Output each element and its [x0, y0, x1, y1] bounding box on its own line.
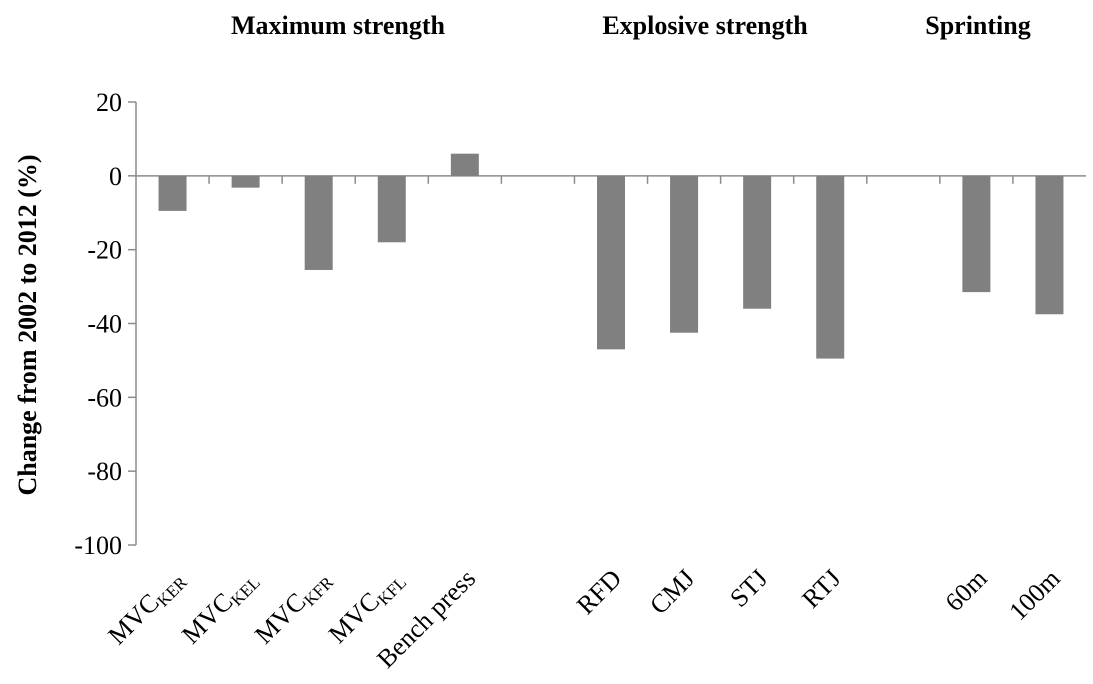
x-tick-label: MVCKER — [102, 563, 191, 652]
bar — [743, 175, 772, 309]
axes: 20 0 -20 -40 -60 -80 -100 — [74, 88, 1086, 560]
x-tick-label-main: 100m — [1003, 564, 1065, 626]
bar — [450, 153, 479, 176]
x-tick-label: MVCKEL — [176, 564, 264, 652]
x-tick-label: 60m — [939, 564, 992, 617]
bar — [962, 175, 991, 293]
bar — [816, 175, 845, 359]
bars — [158, 153, 1064, 359]
bar — [304, 175, 333, 270]
x-tick-label: STJ — [724, 564, 773, 613]
y-tick-label: 20 — [96, 88, 122, 117]
group-title: Sprinting — [925, 11, 1031, 40]
group-titles: Maximum strength Explosive strength Sprint… — [231, 11, 1031, 40]
x-tick-label-main: Bench press — [371, 564, 481, 674]
x-tick-label-main: RTJ — [796, 564, 846, 614]
bar — [377, 175, 406, 243]
x-tick-label-main: CMJ — [644, 564, 700, 620]
x-tick-label: Bench press — [371, 564, 481, 674]
y-axis-label: Change from 2002 to 2012 (%) — [13, 154, 42, 495]
y-tick-label: -80 — [87, 457, 122, 486]
y-tick-label: -40 — [87, 310, 122, 339]
bar — [670, 175, 699, 333]
y-tick-label: -20 — [87, 236, 122, 265]
x-tick-label-main: STJ — [724, 564, 773, 613]
x-tick-label: RTJ — [796, 564, 846, 614]
x-tick-label: 100m — [1003, 564, 1065, 626]
bar — [1035, 175, 1064, 315]
x-tick-label: RFD — [571, 564, 627, 620]
x-tick-label: MVCKFR — [249, 563, 337, 651]
x-tick-label: CMJ — [644, 564, 700, 620]
y-tick-label: 0 — [109, 162, 122, 191]
x-tick-label-main: 60m — [939, 564, 992, 617]
group-title: Explosive strength — [602, 11, 808, 40]
y-tick-label: -100 — [74, 531, 122, 560]
bar — [158, 175, 187, 211]
y-tick-label: -60 — [87, 383, 122, 412]
bar — [231, 175, 260, 188]
bar — [597, 175, 625, 350]
group-title: Maximum strength — [231, 11, 446, 40]
x-tick-label-main: RFD — [571, 564, 627, 620]
